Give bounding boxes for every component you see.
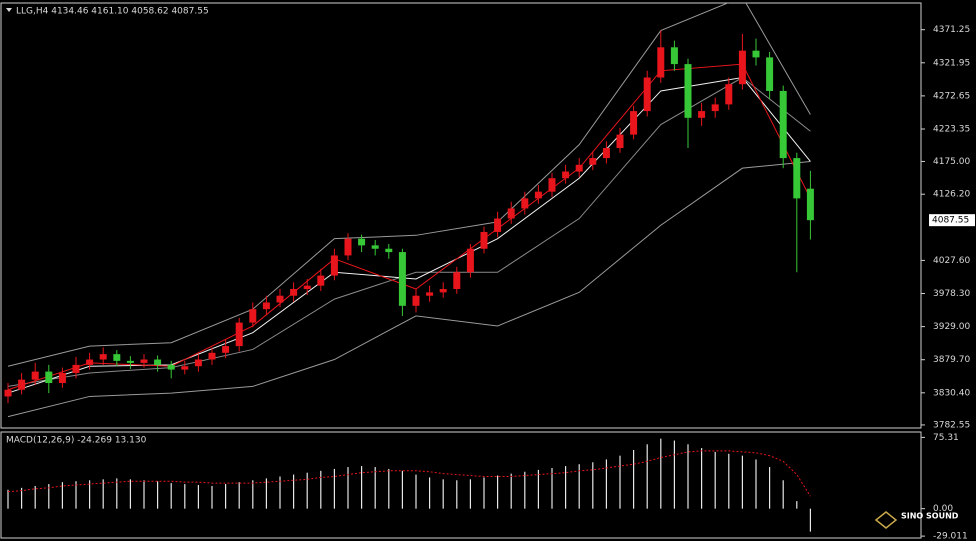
candle-body xyxy=(589,158,597,165)
candle-body xyxy=(358,238,366,246)
candle-body xyxy=(208,352,216,360)
y-tick-label: 4223.35 xyxy=(933,124,970,134)
candle-body xyxy=(684,64,692,118)
candle-body xyxy=(480,231,488,249)
candle-body xyxy=(494,218,502,232)
candle-body xyxy=(521,198,529,209)
y-tick-label: 3782.55 xyxy=(933,420,970,430)
y-tick-label: 4175.00 xyxy=(933,157,970,167)
candle-body xyxy=(58,372,66,384)
candle-body xyxy=(167,364,175,370)
candle-body xyxy=(276,295,284,303)
candle-body xyxy=(249,309,257,323)
candle-body xyxy=(534,191,542,199)
candle-body xyxy=(31,371,39,380)
candle-body xyxy=(630,111,638,135)
candle-body xyxy=(72,364,80,373)
candle-body xyxy=(426,292,434,296)
candle-body xyxy=(507,208,515,219)
y-tick-label: 3978.30 xyxy=(933,289,970,299)
price-label: 4087.55 xyxy=(932,216,969,226)
candle-body xyxy=(99,354,107,360)
macd-plot xyxy=(7,438,812,532)
candle-body xyxy=(766,57,774,91)
candle-body xyxy=(140,359,148,363)
price-box xyxy=(929,214,975,227)
candle-body xyxy=(317,275,325,286)
candle-body xyxy=(235,322,243,347)
candle-body xyxy=(181,366,189,370)
y-tick-label: 3830.40 xyxy=(933,388,970,398)
candle-body xyxy=(806,188,814,221)
candle-body xyxy=(4,389,12,397)
macd-frame xyxy=(0,431,922,539)
candle-body xyxy=(303,285,311,290)
candle-body xyxy=(453,272,461,290)
candle-body xyxy=(398,252,406,306)
candle-body xyxy=(18,379,26,390)
candle-body xyxy=(793,158,801,199)
candle-body xyxy=(45,371,53,384)
candle-body xyxy=(670,47,678,65)
logo-icon xyxy=(874,511,898,529)
candle-body xyxy=(562,171,570,179)
candle-body xyxy=(616,134,624,149)
y-tick-label: 0.00 xyxy=(933,504,953,514)
overlay-line xyxy=(7,76,811,387)
y-tick-label: 4321.95 xyxy=(933,58,970,68)
y-tick-label: 4272.65 xyxy=(933,91,970,101)
candle-body xyxy=(738,50,746,85)
candle-body xyxy=(643,77,651,112)
overlay-line xyxy=(7,3,811,367)
candle-body xyxy=(330,255,338,276)
macd-title: MACD(12,26,9) -24.269 13.130 xyxy=(6,436,147,446)
candle-body xyxy=(548,178,556,192)
candle-body xyxy=(344,238,352,256)
candle-body xyxy=(154,359,162,365)
y-tick-label: 4027.60 xyxy=(933,256,970,266)
candle-body xyxy=(439,289,447,293)
y-tick-label: 4371.25 xyxy=(933,25,970,35)
candle-body xyxy=(657,47,665,78)
candle-body xyxy=(711,104,719,112)
main-frame xyxy=(0,2,922,429)
candle-body xyxy=(752,50,760,58)
overlay-line xyxy=(7,160,811,418)
candle-body xyxy=(371,245,379,249)
title-arrow xyxy=(6,8,12,12)
candle-body xyxy=(262,302,270,310)
logo-text: SINO SOUND xyxy=(901,512,959,521)
candle-body xyxy=(222,346,230,353)
candle-body xyxy=(385,248,393,253)
candle-body xyxy=(86,359,94,365)
candle-body xyxy=(126,360,134,363)
candle-body xyxy=(113,354,121,361)
signal-line xyxy=(7,450,811,497)
candle-body xyxy=(466,248,474,273)
candle-body xyxy=(725,84,733,105)
candle-body xyxy=(412,295,420,306)
y-tick-label: 3929.00 xyxy=(933,322,970,332)
y-tick-label: -29.011 xyxy=(933,532,968,541)
y-tick-label: 75.31 xyxy=(933,433,959,443)
y-tick-label: 3879.70 xyxy=(933,355,970,365)
candle-body xyxy=(194,359,202,367)
price-axis: 4371.25 4321.95 4272.65 4223.35 4175.00 4126.… xyxy=(921,25,975,541)
candle-body xyxy=(575,164,583,172)
candle-body xyxy=(698,111,706,118)
logo: SINO SOUND xyxy=(874,511,959,529)
chart-title: LLG,H4 4134.46 4161.10 4058.62 4087.55 xyxy=(16,7,209,17)
y-tick-label: 4126.20 xyxy=(933,190,970,200)
candle-body xyxy=(779,90,787,159)
candle-body xyxy=(290,289,298,296)
main-plot xyxy=(4,3,814,418)
candle-body xyxy=(602,148,610,159)
